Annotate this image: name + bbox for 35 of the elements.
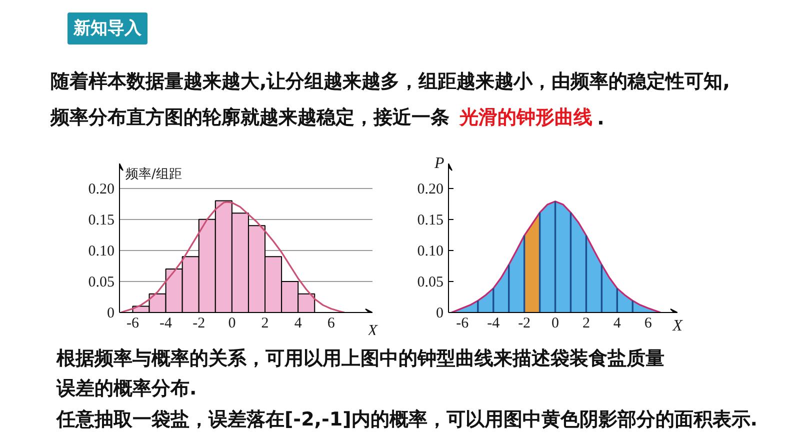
text: 任意抽取一袋盐，误差落在[-2,-1]内的概率，可以用图中黄色阴影部分的面积表示.	[56, 408, 758, 430]
text: 新知导入	[72, 18, 142, 38]
text: 光滑的钟形曲线	[458, 106, 592, 128]
x-tick-label: 2	[261, 316, 269, 332]
x-tick-label: -2	[192, 316, 206, 332]
y-tick-label: 0.10	[417, 243, 444, 260]
x-tick-label: 0	[228, 316, 236, 332]
line-series	[120, 201, 346, 312]
text: 随着样本数据量越来越大,让分组越来越多，组距越来越小，由频率的稳定性可知,	[50, 70, 730, 92]
text: 根据频率与概率的关系，可用以用上图中的钟型曲线来描述袋装食盐质量	[56, 348, 664, 370]
y-tick-label: 0.20	[417, 181, 444, 198]
y-axis-title: P	[433, 155, 444, 172]
text: 频率分布直方图的轮廓就越来越稳定，接近一条	[50, 106, 450, 128]
y-tick-label: 0.05	[417, 274, 444, 290]
y-tick-label: 0	[107, 306, 114, 322]
y-tick-label: 0.05	[88, 274, 114, 290]
text: 误差的概率分布.	[56, 378, 197, 400]
y-tick-label: 0	[436, 306, 444, 322]
x-tick-label: -4	[487, 316, 500, 332]
y-tick-label: 0.20	[88, 181, 114, 198]
x-tick-label: 0	[552, 316, 560, 332]
x-tick-label: -6	[456, 316, 470, 332]
y-tick-label: 0.15	[88, 212, 114, 228]
x-tick-label: -2	[518, 316, 531, 332]
x-tick-label: -6	[126, 316, 140, 332]
y-tick-label: 0.15	[417, 212, 444, 228]
x-tick-label: -4	[160, 316, 173, 332]
y-axis-title: 频率/组距	[126, 166, 182, 182]
x-tick-label: 6	[644, 316, 652, 332]
x-tick-label: 6	[327, 316, 336, 332]
x-tick-label: 4	[613, 316, 622, 332]
x-tick-label: 2	[582, 316, 590, 332]
x-axis-title: X	[672, 318, 684, 334]
x-tick-label: 4	[294, 316, 302, 332]
text: .	[597, 108, 604, 130]
